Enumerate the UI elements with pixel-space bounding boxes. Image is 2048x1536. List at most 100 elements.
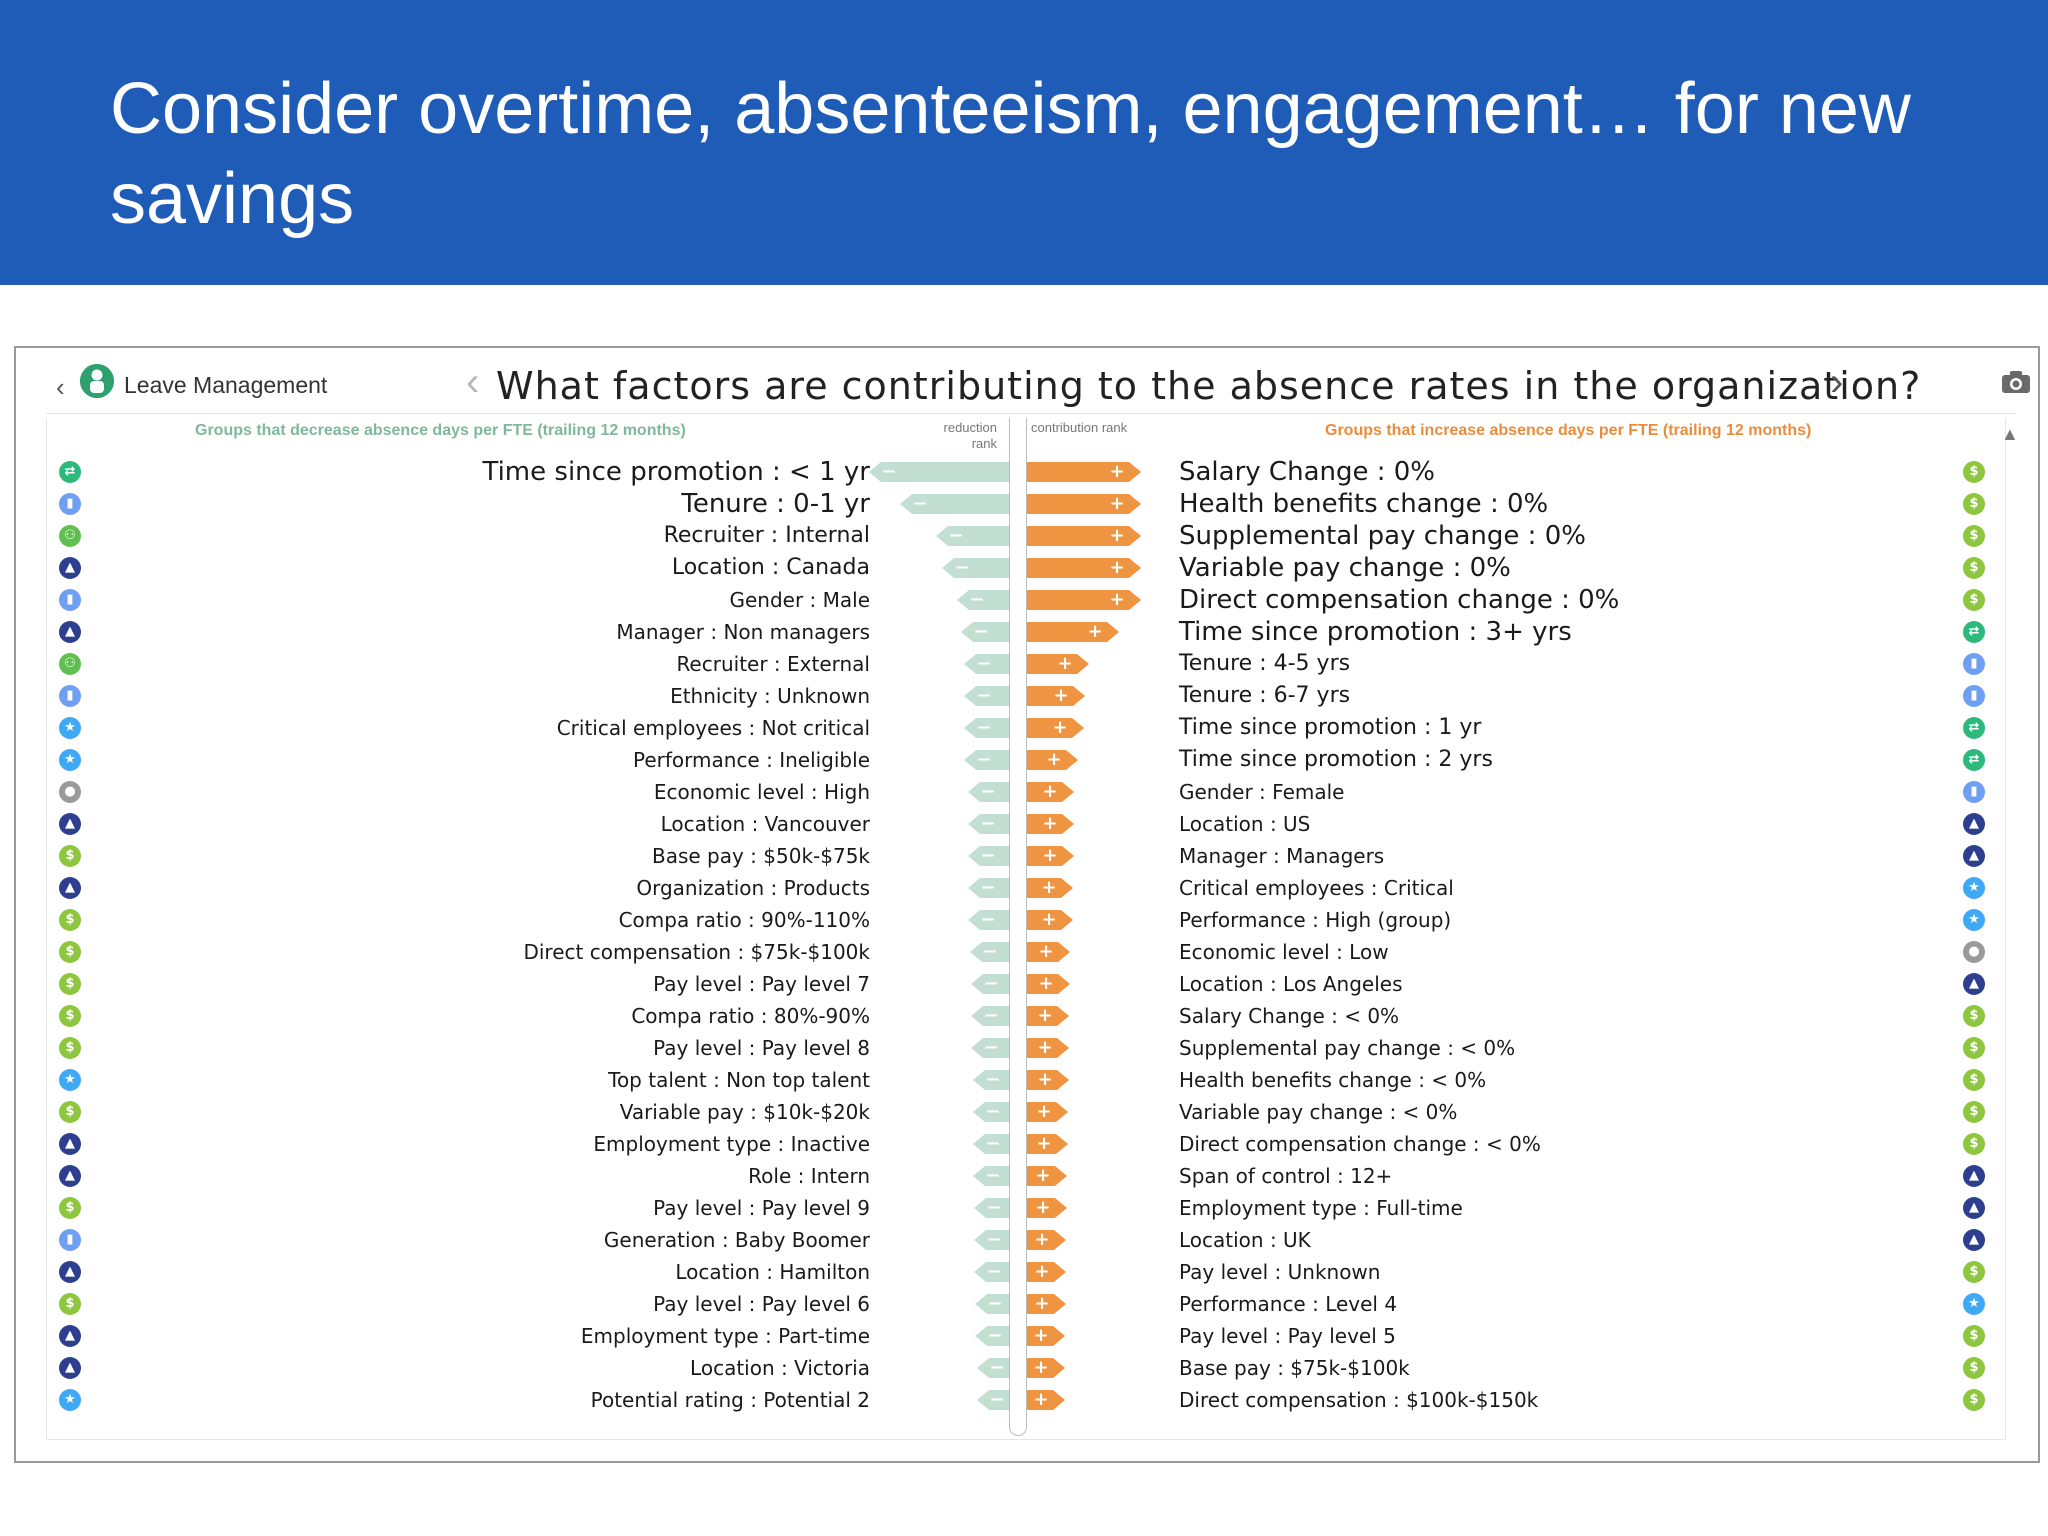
increase-factor-label[interactable]: Variable pay change : < 0% xyxy=(1179,1100,1458,1124)
decrease-bar[interactable] xyxy=(974,1230,1009,1250)
increase-bar[interactable] xyxy=(1027,558,1141,578)
decrease-factor-label[interactable]: Employment type : Part-time xyxy=(580,1324,870,1348)
increase-factor-label[interactable]: Employment type : Full-time xyxy=(1179,1196,1463,1220)
increase-bar[interactable] xyxy=(1027,942,1070,962)
decrease-bar[interactable] xyxy=(964,750,1009,770)
increase-bar[interactable] xyxy=(1027,1038,1069,1058)
increase-bar[interactable] xyxy=(1027,1166,1067,1186)
decrease-bar[interactable] xyxy=(973,1166,1009,1186)
camera-icon[interactable] xyxy=(2001,370,2031,394)
increase-bar[interactable] xyxy=(1027,1326,1065,1346)
increase-bar[interactable] xyxy=(1027,494,1141,514)
increase-bar[interactable] xyxy=(1027,1070,1069,1090)
increase-bar[interactable] xyxy=(1027,718,1084,738)
increase-factor-label[interactable]: Time since promotion : 3+ yrs xyxy=(1179,617,1572,647)
decrease-bar[interactable] xyxy=(977,1358,1009,1378)
increase-bar[interactable] xyxy=(1027,1102,1068,1122)
back-chevron-icon[interactable]: ‹ xyxy=(56,372,65,402)
decrease-bar[interactable] xyxy=(968,782,1009,802)
increase-bar[interactable] xyxy=(1027,1230,1066,1250)
decrease-bar[interactable] xyxy=(961,622,1009,642)
increase-bar[interactable] xyxy=(1027,750,1078,770)
decrease-bar[interactable] xyxy=(869,462,1009,482)
decrease-factor-label[interactable]: Pay level : Pay level 9 xyxy=(653,1196,870,1220)
decrease-bar[interactable] xyxy=(970,942,1009,962)
increase-factor-label[interactable]: Health benefits change : 0% xyxy=(1179,489,1549,519)
decrease-factor-label[interactable]: Employment type : Inactive xyxy=(593,1132,870,1156)
decrease-factor-label[interactable]: Pay level : Pay level 7 xyxy=(653,972,870,996)
increase-factor-label[interactable]: Pay level : Pay level 5 xyxy=(1179,1324,1396,1348)
increase-factor-label[interactable]: Salary Change : < 0% xyxy=(1179,1004,1400,1028)
decrease-factor-label[interactable]: Time since promotion : < 1 yr xyxy=(482,457,871,487)
increase-factor-label[interactable]: Critical employees : Critical xyxy=(1179,876,1454,900)
increase-bar[interactable] xyxy=(1027,814,1074,834)
increase-factor-label[interactable]: Tenure : 6-7 yrs xyxy=(1179,683,1351,708)
increase-bar[interactable] xyxy=(1027,974,1070,994)
decrease-factor-label[interactable]: Critical employees : Not critical xyxy=(556,716,870,740)
decrease-factor-label[interactable]: Recruiter : External xyxy=(676,652,870,676)
increase-bar[interactable] xyxy=(1027,686,1085,706)
previous-question-chevron-icon[interactable]: ‹ xyxy=(466,360,480,404)
scroll-up-arrow-icon[interactable]: ▲ xyxy=(2001,424,2019,444)
increase-factor-label[interactable]: Location : UK xyxy=(1179,1228,1311,1252)
decrease-factor-label[interactable]: Variable pay : $10k-$20k xyxy=(619,1100,870,1124)
decrease-bar[interactable] xyxy=(973,1134,1009,1154)
decrease-factor-label[interactable]: Location : Canada xyxy=(671,555,870,580)
increase-bar[interactable] xyxy=(1027,1198,1067,1218)
increase-factor-label[interactable]: Variable pay change : 0% xyxy=(1179,553,1511,583)
increase-bar[interactable] xyxy=(1027,1262,1066,1282)
increase-factor-label[interactable]: Span of control : 12+ xyxy=(1179,1164,1393,1188)
decrease-bar[interactable] xyxy=(964,686,1009,706)
decrease-bar[interactable] xyxy=(968,878,1009,898)
decrease-factor-label[interactable]: Organization : Products xyxy=(636,876,870,900)
decrease-factor-label[interactable]: Performance : Ineligible xyxy=(633,748,870,772)
increase-factor-label[interactable]: Location : US xyxy=(1179,812,1311,836)
decrease-bar[interactable] xyxy=(936,526,1009,546)
increase-factor-label[interactable]: Economic level : Low xyxy=(1179,940,1389,964)
increase-factor-label[interactable]: Performance : Level 4 xyxy=(1179,1292,1398,1316)
increase-factor-label[interactable]: Direct compensation change : < 0% xyxy=(1179,1132,1541,1156)
decrease-bar[interactable] xyxy=(957,590,1009,610)
increase-factor-label[interactable]: Tenure : 4-5 yrs xyxy=(1179,651,1351,676)
increase-factor-label[interactable]: Time since promotion : 1 yr xyxy=(1179,715,1482,740)
increase-bar[interactable] xyxy=(1027,462,1141,482)
decrease-bar[interactable] xyxy=(942,558,1009,578)
decrease-bar[interactable] xyxy=(971,974,1009,994)
decrease-factor-label[interactable]: Ethnicity : Unknown xyxy=(670,684,870,708)
decrease-factor-label[interactable]: Base pay : $50k-$75k xyxy=(651,844,870,868)
increase-bar[interactable] xyxy=(1027,782,1074,802)
increase-bar[interactable] xyxy=(1027,878,1073,898)
increase-bar[interactable] xyxy=(1027,1390,1065,1410)
increase-bar[interactable] xyxy=(1027,654,1089,674)
decrease-bar[interactable] xyxy=(964,654,1009,674)
decrease-factor-label[interactable]: Generation : Baby Boomer xyxy=(603,1228,870,1252)
increase-factor-label[interactable]: Supplemental pay change : 0% xyxy=(1179,521,1586,551)
increase-factor-label[interactable]: Supplemental pay change : < 0% xyxy=(1179,1036,1516,1060)
increase-factor-label[interactable]: Salary Change : 0% xyxy=(1179,457,1436,487)
decrease-factor-label[interactable]: Location : Hamilton xyxy=(675,1260,870,1284)
decrease-factor-label[interactable]: Location : Victoria xyxy=(690,1356,870,1380)
increase-factor-label[interactable]: Direct compensation change : 0% xyxy=(1179,585,1620,615)
decrease-bar[interactable] xyxy=(975,1326,1009,1346)
decrease-factor-label[interactable]: Economic level : High xyxy=(653,780,870,804)
increase-bar[interactable] xyxy=(1027,846,1074,866)
decrease-factor-label[interactable]: Pay level : Pay level 6 xyxy=(653,1292,870,1316)
increase-factor-label[interactable]: Pay level : Unknown xyxy=(1179,1260,1381,1284)
increase-factor-label[interactable]: Performance : High (group) xyxy=(1179,908,1452,932)
decrease-bar[interactable] xyxy=(900,494,1009,514)
increase-bar[interactable] xyxy=(1027,910,1073,930)
increase-bar[interactable] xyxy=(1027,1294,1066,1314)
decrease-factor-label[interactable]: Tenure : 0-1 yr xyxy=(681,489,870,519)
decrease-factor-label[interactable]: Recruiter : Internal xyxy=(663,523,870,548)
decrease-factor-label[interactable]: Role : Intern xyxy=(748,1164,870,1188)
decrease-factor-label[interactable]: Gender : Male xyxy=(729,588,870,612)
increase-factor-label[interactable]: Location : Los Angeles xyxy=(1179,972,1403,996)
increase-factor-label[interactable]: Gender : Female xyxy=(1179,780,1345,804)
decrease-bar[interactable] xyxy=(968,846,1009,866)
decrease-bar[interactable] xyxy=(974,1198,1009,1218)
decrease-bar[interactable] xyxy=(975,1294,1009,1314)
decrease-factor-label[interactable]: Pay level : Pay level 8 xyxy=(653,1036,870,1060)
decrease-factor-label[interactable]: Manager : Non managers xyxy=(616,620,870,644)
decrease-factor-label[interactable]: Potential rating : Potential 2 xyxy=(590,1388,870,1412)
decrease-factor-label[interactable]: Location : Vancouver xyxy=(660,812,870,836)
